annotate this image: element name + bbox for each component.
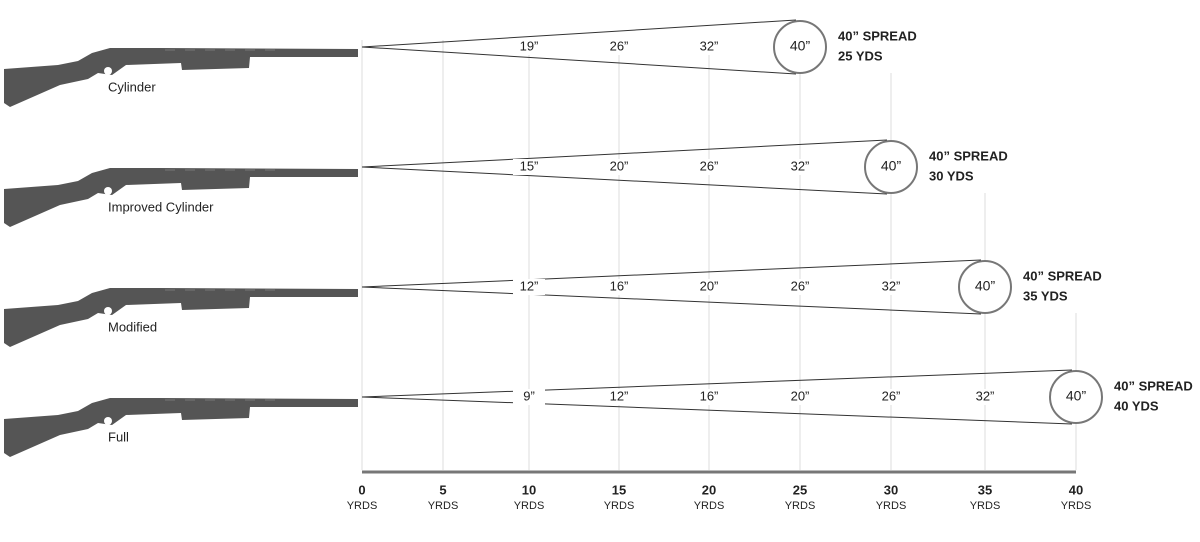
cone-edge [361, 286, 982, 315]
spread-label: 20” [791, 388, 810, 403]
range-caption: 35 YDS [1023, 288, 1068, 303]
circle-label: 40” [1066, 388, 1087, 404]
tick-label: 25 [793, 482, 807, 497]
spread-caption: 40” SPREAD [838, 28, 917, 43]
choke-name: Improved Cylinder [108, 199, 214, 214]
circle-label: 40” [881, 158, 902, 174]
tick-label: 5 [439, 482, 446, 497]
label-bg [693, 389, 725, 405]
circle-label: 40” [790, 38, 811, 54]
cone-edge [361, 46, 797, 75]
spread-label: 19” [520, 38, 539, 53]
cone-edge [361, 139, 888, 168]
label-bg [784, 279, 816, 295]
choke-name: Full [108, 429, 129, 444]
spread-caption: 40” SPREAD [1023, 268, 1102, 283]
spread-label: 15” [520, 158, 539, 173]
cone-edge [361, 19, 797, 48]
tick-label: 20 [702, 482, 716, 497]
pattern-circle [1049, 370, 1103, 424]
tick-label: 40 [1069, 482, 1083, 497]
tick-unit: YRDS [876, 500, 907, 512]
shotgun [3, 47, 359, 108]
spread-label: 20” [610, 158, 629, 173]
tick-label: 0 [358, 482, 365, 497]
label-bg [513, 279, 545, 295]
spread-label: 32” [791, 158, 810, 173]
label-bg [693, 159, 725, 175]
label-bg [784, 159, 816, 175]
tick-label: 30 [884, 482, 898, 497]
tick-unit: YRDS [604, 500, 635, 512]
label-bg [603, 39, 635, 55]
choke-name: Cylinder [108, 79, 156, 94]
label-bg [875, 389, 907, 405]
tick-unit: YRDS [694, 500, 725, 512]
spread-label: 32” [882, 278, 901, 293]
label-bg [513, 389, 545, 405]
spread-label: 26” [882, 388, 901, 403]
cone-edge [361, 396, 1073, 425]
tick-label: 15 [612, 482, 626, 497]
spread-caption: 40” SPREAD [929, 148, 1008, 163]
range-caption: 40 YDS [1114, 398, 1159, 413]
spread-label: 16” [700, 388, 719, 403]
spread-label: 26” [791, 278, 810, 293]
range-caption: 25 YDS [838, 48, 883, 63]
label-bg [603, 279, 635, 295]
range-caption: 30 YDS [929, 168, 974, 183]
tick-unit: YRDS [1061, 500, 1092, 512]
spread-caption: 40” SPREAD [1114, 378, 1193, 393]
cone-edge [361, 369, 1073, 398]
cone-edge [361, 166, 888, 195]
pattern-circle [864, 140, 918, 194]
label-bg [513, 39, 545, 55]
spread-label: 9” [523, 388, 535, 403]
tick-label: 10 [522, 482, 536, 497]
shotgun [3, 287, 359, 348]
shotgun [3, 397, 359, 458]
grid [361, 40, 1077, 470]
shotgun [3, 167, 359, 228]
spread-label: 12” [520, 278, 539, 293]
label-bg [513, 159, 545, 175]
circle-label: 40” [975, 278, 996, 294]
choke-name: Modified [108, 319, 157, 334]
label-bg [693, 279, 725, 295]
tick-unit: YRDS [428, 500, 459, 512]
spread-label: 20” [700, 278, 719, 293]
label-bg [875, 279, 907, 295]
content: 0 YRDS 5 YRDS 10 YRDS 15 YRDS 20 YRDS 25 YRDS 30 YRDS… [3, 19, 1193, 512]
tick-unit: YRDS [347, 500, 378, 512]
label-bg [603, 159, 635, 175]
pattern-circle [958, 260, 1012, 314]
pattern-circle [773, 20, 827, 74]
spread-label: 26” [610, 38, 629, 53]
label-bg [784, 389, 816, 405]
spread-label: 26” [700, 158, 719, 173]
label-bg [969, 389, 1001, 405]
tick-unit: YRDS [514, 500, 545, 512]
cone-edge [361, 259, 982, 288]
label-bg [603, 389, 635, 405]
tick-unit: YRDS [785, 500, 816, 512]
tick-unit: YRDS [970, 500, 1001, 512]
spread-label: 12” [610, 388, 629, 403]
spread-label: 32” [976, 388, 995, 403]
tick-label: 35 [978, 482, 992, 497]
label-bg [693, 39, 725, 55]
spread-label: 16” [610, 278, 629, 293]
spread-label: 32” [700, 38, 719, 53]
